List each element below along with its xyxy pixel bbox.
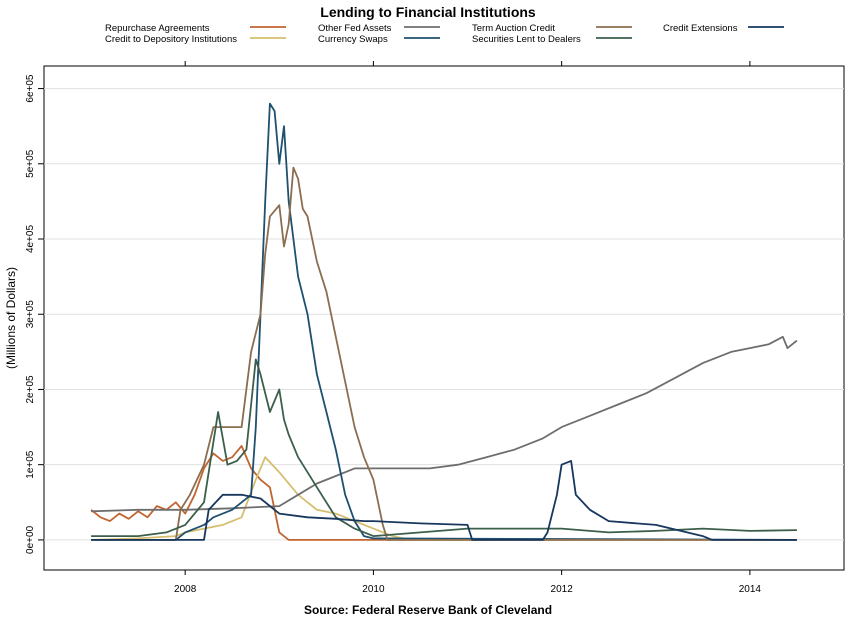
legend-label: Other Fed Assets bbox=[318, 23, 392, 34]
y-axis: 0e+00 1e+05 2e+05 3e+05 4e+05 5e+05 6e+05 bbox=[25, 74, 44, 554]
series-line-currency-swaps bbox=[91, 102, 797, 541]
series-line-credit-extensions bbox=[91, 460, 797, 541]
grid bbox=[44, 88, 844, 541]
x-axis: 2008 2010 2012 2014 bbox=[174, 61, 761, 595]
legend-label: Credit to Depository Institutions bbox=[105, 34, 237, 45]
series-line-other-fed-assets bbox=[91, 335, 798, 513]
legend-label: Term Auction Credit bbox=[472, 23, 555, 34]
plot-frame bbox=[43, 65, 845, 571]
y-axis-label: (Millions of Dollars) bbox=[4, 267, 18, 369]
plot-area: 2008 2010 2012 2014 0e+00 1e+05 2e+05 3e+05 4e+… bbox=[25, 61, 845, 595]
y-tick-label: 5e+05 bbox=[25, 149, 36, 178]
y-tick-label: 4e+05 bbox=[25, 225, 36, 254]
series-line-term-auction-credit bbox=[91, 166, 797, 541]
y-tick-label: 3e+05 bbox=[25, 300, 36, 329]
x-tick-label: 2008 bbox=[174, 584, 197, 595]
x-tick-label: 2012 bbox=[551, 584, 574, 595]
series-line-securities-lent-to-dealers bbox=[91, 358, 797, 537]
legend-label: Credit Extensions bbox=[663, 23, 738, 34]
legend-label: Repurchase Agreements bbox=[105, 23, 210, 34]
y-tick-label: 0e+00 bbox=[25, 525, 36, 554]
y-tick-label: 1e+05 bbox=[25, 450, 36, 479]
legend-label: Currency Swaps bbox=[318, 34, 388, 45]
chart-title: Lending to Financial Institutions bbox=[320, 4, 536, 20]
x-tick-label: 2010 bbox=[362, 584, 385, 595]
legend-label: Securities Lent to Dealers bbox=[472, 34, 581, 45]
series-group bbox=[90, 102, 798, 541]
x-axis-label: Source: Federal Reserve Bank of Clevelan… bbox=[304, 603, 552, 617]
y-tick-label: 6e+05 bbox=[25, 74, 36, 103]
x-tick-label: 2014 bbox=[739, 584, 762, 595]
y-tick-label: 2e+05 bbox=[25, 375, 36, 404]
series-line-repurchase-agreements bbox=[90, 445, 797, 541]
